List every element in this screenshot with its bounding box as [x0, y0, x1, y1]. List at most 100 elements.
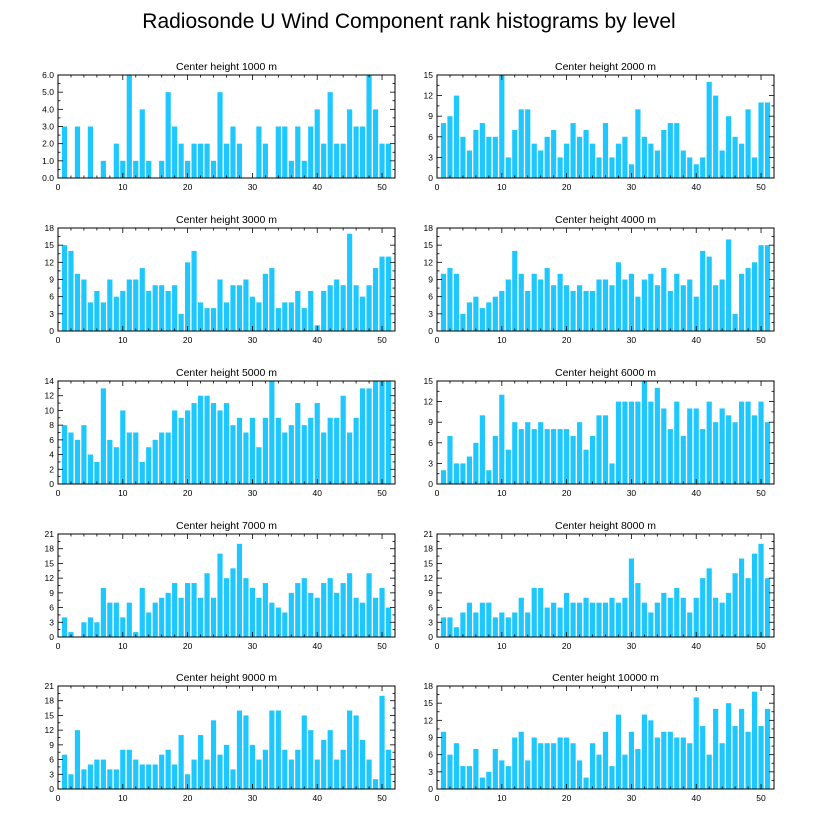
y-tick-label: 3 — [428, 152, 433, 162]
histogram-bar — [576, 136, 583, 178]
histogram-bar — [739, 401, 745, 484]
histogram-bar — [178, 417, 184, 484]
histogram-bar — [301, 715, 307, 789]
histogram-bar — [726, 116, 732, 178]
histogram-bar — [223, 403, 230, 484]
histogram-bar — [531, 273, 537, 331]
histogram-bar — [360, 602, 366, 637]
y-tick-label: 15 — [45, 558, 55, 568]
histogram-bar — [544, 136, 550, 178]
histogram-bar — [159, 432, 165, 484]
histogram-bar — [551, 285, 557, 331]
histogram-bar — [113, 447, 119, 484]
histogram-bar — [334, 759, 340, 789]
x-tick-label: 20 — [562, 335, 572, 345]
histogram-bar — [172, 583, 178, 637]
histogram-bar — [641, 602, 647, 637]
histogram-bar — [223, 578, 230, 637]
histogram-bar — [230, 126, 236, 178]
x-tick-label: 0 — [56, 488, 61, 498]
histogram-bar — [680, 435, 686, 484]
histogram-bar — [360, 296, 366, 331]
panel-title: Center height 6000 m — [555, 367, 656, 379]
histogram-bar — [466, 602, 472, 637]
histogram-bar — [314, 109, 320, 178]
figure-title: Radiosonde U Wind Component rank histogr… — [142, 10, 675, 33]
histogram-bar — [486, 470, 492, 484]
y-tick-label: 18 — [45, 223, 55, 233]
histogram-bar — [165, 92, 171, 178]
y-tick-label: 9 — [428, 111, 433, 121]
y-tick-label: 0 — [428, 784, 433, 794]
histogram-bar — [635, 401, 641, 484]
y-tick-label: 6 — [49, 603, 54, 613]
histogram-bar — [674, 273, 680, 331]
histogram-bar — [654, 737, 660, 789]
histogram-bar — [667, 597, 673, 637]
histogram-bar — [745, 268, 751, 331]
histogram-bar — [340, 749, 346, 789]
panel-title: Center height 5000 m — [176, 367, 277, 379]
x-tick-label: 20 — [183, 793, 193, 803]
histogram-bar — [505, 279, 511, 331]
histogram-bar — [719, 279, 725, 331]
histogram-bar — [745, 578, 751, 637]
histogram-bar — [635, 583, 641, 637]
histogram-bar — [243, 432, 249, 484]
histogram-bar — [120, 749, 126, 789]
histogram-bar — [764, 422, 771, 484]
histogram-bar — [126, 749, 132, 789]
histogram-bar — [512, 422, 518, 484]
histogram-bar — [301, 308, 307, 331]
histogram-bar — [628, 401, 635, 484]
histogram-bar — [447, 116, 453, 178]
histogram-bar — [321, 739, 327, 789]
x-tick-label: 0 — [435, 488, 440, 498]
histogram-bar — [674, 587, 680, 637]
histogram-bar — [700, 157, 706, 178]
y-tick-label: 12 — [45, 573, 55, 583]
histogram-bar — [518, 731, 524, 789]
x-tick-label: 30 — [248, 641, 258, 651]
histogram-bar — [609, 597, 615, 637]
histogram-bar — [479, 123, 485, 178]
histogram-bar — [334, 143, 340, 178]
histogram-bar — [648, 401, 654, 484]
y-tick-label: 12 — [424, 573, 434, 583]
histogram-bar — [589, 143, 596, 178]
histogram-bar — [107, 769, 113, 789]
histogram-bar — [557, 273, 563, 331]
x-tick-label: 0 — [56, 182, 61, 192]
histogram-bar — [557, 607, 563, 637]
y-tick-label: 3 — [49, 309, 54, 319]
histogram-bar — [152, 602, 158, 637]
histogram-bar — [74, 439, 81, 484]
histogram-bar — [648, 612, 654, 637]
panel-title: Center height 1000 m — [176, 61, 277, 73]
histogram-bar — [758, 245, 764, 331]
histogram-bar — [327, 285, 333, 331]
histogram-bar — [347, 573, 353, 637]
histogram-bar — [152, 285, 158, 331]
histogram-bar — [609, 463, 615, 484]
panel-title: Center height 9000 m — [176, 672, 277, 684]
histogram-bar — [353, 597, 359, 637]
histogram-bar — [680, 597, 686, 637]
histogram-panel: Center height 9000 m 0 10 20 30 40 50 0 3 6 9 12 15 1… — [45, 672, 396, 803]
histogram-bar — [81, 769, 87, 789]
histogram-bar — [146, 290, 152, 331]
histogram-bar — [654, 150, 660, 178]
histogram-bar — [758, 543, 764, 637]
histogram-bar — [505, 157, 511, 178]
histogram-bar — [531, 429, 537, 484]
y-tick-label: 6 — [428, 750, 433, 760]
histogram-bar — [185, 262, 191, 331]
histogram-bar — [622, 754, 628, 789]
histogram-panel: Center height 3000 m 0 10 20 30 40 50 0 3 6 9 12 15 1… — [45, 214, 396, 345]
histogram-bar — [628, 164, 635, 178]
histogram-bar — [275, 126, 281, 178]
y-tick-label: 15 — [45, 710, 55, 720]
histogram-bar — [570, 435, 576, 484]
histogram-bar — [334, 592, 340, 637]
y-tick-label: 21 — [424, 529, 434, 539]
